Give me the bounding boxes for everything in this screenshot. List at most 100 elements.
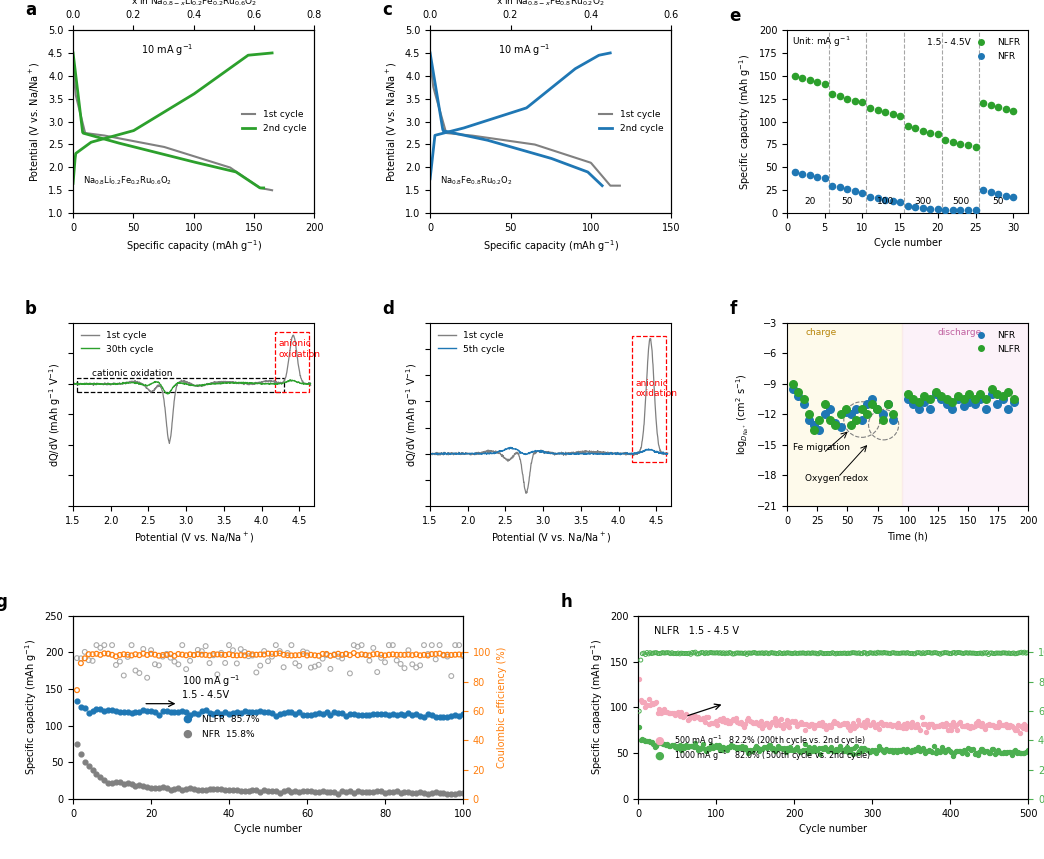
Point	[861, 101, 878, 115]
Point	[997, 746, 1014, 759]
X-axis label: Potential (V vs. Na/Na$^+$): Potential (V vs. Na/Na$^+$)	[134, 531, 254, 545]
Point	[877, 106, 894, 119]
Point	[307, 660, 324, 673]
Point	[942, 744, 958, 758]
Point	[686, 740, 703, 754]
Point	[870, 717, 886, 731]
Point	[753, 646, 769, 660]
Point	[454, 648, 471, 661]
Point	[896, 743, 912, 757]
Point	[201, 656, 218, 670]
Point	[864, 647, 881, 661]
Point	[732, 741, 749, 755]
Point	[806, 740, 823, 754]
Point	[224, 643, 241, 657]
Point	[721, 716, 738, 730]
Point	[845, 747, 861, 761]
Point	[182, 781, 198, 795]
Point	[662, 706, 679, 720]
Point	[984, 647, 1001, 661]
Point	[416, 786, 432, 800]
Point	[233, 784, 250, 798]
Point	[659, 705, 675, 719]
Point	[827, 416, 844, 430]
Text: Oxygen redox: Oxygen redox	[805, 473, 869, 483]
Point	[822, 718, 838, 732]
Point	[954, 746, 971, 759]
Point	[209, 648, 226, 661]
Point	[728, 646, 744, 660]
Point	[159, 782, 175, 795]
Point	[945, 749, 962, 763]
Point	[287, 707, 304, 721]
Point	[715, 711, 732, 725]
Legend: 1st cycle, 2nd cycle: 1st cycle, 2nd cycle	[238, 107, 310, 137]
Point	[671, 738, 688, 752]
Point	[907, 741, 924, 755]
Point	[751, 745, 767, 758]
Point	[810, 647, 827, 661]
Point	[201, 782, 218, 795]
Point	[674, 647, 691, 661]
Point	[948, 718, 965, 732]
Point	[283, 705, 300, 719]
Point	[911, 744, 928, 758]
Point	[174, 638, 191, 652]
Point	[765, 715, 782, 728]
Point	[427, 653, 444, 667]
Point	[809, 169, 826, 183]
Point	[427, 647, 444, 661]
Point	[923, 745, 940, 758]
Point	[754, 721, 770, 734]
Point	[930, 745, 947, 758]
Point	[100, 776, 117, 789]
Point	[640, 692, 657, 706]
Point	[978, 745, 995, 758]
Point	[146, 648, 163, 661]
Point	[954, 719, 971, 733]
Point	[139, 671, 156, 685]
Point	[982, 98, 999, 112]
Point	[880, 398, 897, 411]
Point	[882, 743, 899, 757]
Point	[782, 740, 799, 754]
Point	[940, 742, 956, 756]
Point	[135, 704, 151, 717]
Point	[420, 707, 436, 721]
Point	[678, 708, 694, 722]
Point	[267, 710, 284, 723]
Point	[999, 745, 1016, 758]
Point	[943, 722, 959, 736]
Point	[807, 718, 824, 732]
Point	[804, 716, 821, 730]
Point	[793, 744, 810, 758]
Point	[318, 784, 335, 798]
Point	[634, 695, 650, 709]
Point	[825, 716, 841, 730]
Point	[838, 647, 855, 661]
Point	[69, 738, 86, 752]
Point	[929, 743, 946, 757]
Point	[670, 740, 687, 753]
Point	[681, 712, 697, 726]
Point	[823, 720, 839, 734]
Point	[982, 186, 999, 199]
Point	[734, 717, 751, 731]
Text: 1.5 - 4.5V: 1.5 - 4.5V	[927, 38, 971, 46]
Point	[938, 133, 954, 147]
Point	[943, 746, 959, 759]
Point	[757, 646, 774, 660]
Point	[677, 710, 693, 723]
Point	[854, 647, 871, 661]
Point	[956, 719, 973, 733]
Point	[279, 783, 295, 797]
Point	[946, 746, 963, 760]
Point	[787, 742, 804, 756]
Point	[846, 740, 862, 754]
X-axis label: Cycle number: Cycle number	[874, 239, 942, 248]
Point	[283, 638, 300, 652]
Point	[741, 646, 758, 660]
Point	[922, 202, 939, 216]
Point	[162, 647, 179, 661]
Point	[130, 649, 147, 662]
